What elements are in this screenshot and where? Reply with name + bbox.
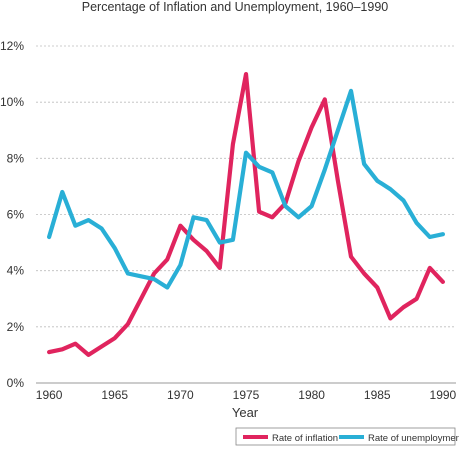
y-tick-label: 0% [7,376,25,390]
y-tick-label: 12% [0,39,24,53]
legend-label-unemployment: Rate of unemployment [368,433,459,444]
x-tick-label: 1975 [233,388,260,402]
axis-layer: 0% 2% 4% 6% 8% 10% 12% 1960 1965 1970 1975 1980 1985… [0,39,457,402]
x-tick-label: 1960 [36,388,63,402]
y-tick-label: 4% [7,264,25,278]
chart-title: Percentage of Inflation and Unemployment… [82,0,389,14]
legend: Rate of inflation Rate of unemployment [235,427,459,446]
x-tick-label: 1965 [101,388,128,402]
grid-layer [36,45,456,328]
x-tick-label: 1985 [364,388,391,402]
legend-label-inflation: Rate of inflation [272,433,338,444]
series-line-unemployment [46,88,445,290]
x-tick-label: 1970 [167,388,194,402]
series-layer [46,71,445,357]
y-tick-label: 10% [0,95,24,109]
y-tick-label: 6% [7,208,25,222]
x-axis-label: Year [232,405,259,420]
x-tick-label: 1990 [430,388,457,402]
x-tick-label: 1980 [298,388,325,402]
series-line-inflation [46,71,445,357]
y-tick-label: 8% [7,151,25,165]
y-tick-label: 2% [7,320,25,334]
